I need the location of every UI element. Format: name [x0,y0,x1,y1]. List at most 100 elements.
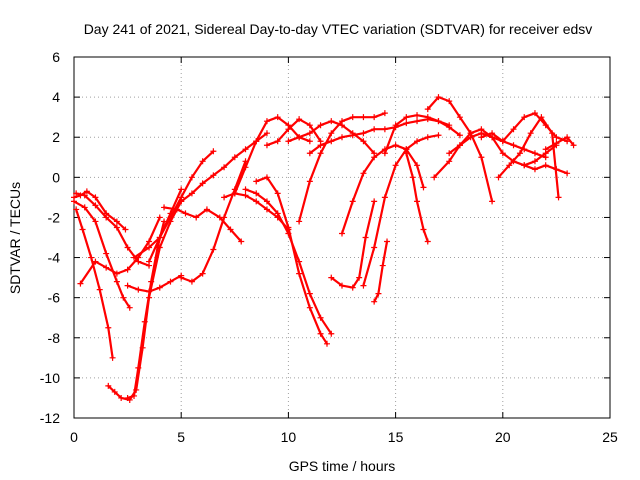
data-point [193,214,200,221]
data-point [339,134,345,141]
chart-title: Day 241 of 2021, Sidereal Day-to-day VTE… [84,21,593,37]
data-point [167,278,174,285]
data-point [420,184,427,191]
data-point [96,286,103,293]
series-arc-1 [71,198,133,311]
series-arc-33 [521,162,571,177]
y-tick-label: -8 [48,330,61,346]
series-arc-26 [371,238,391,305]
data-point [478,126,485,133]
data-point [379,262,386,269]
data-point [531,110,538,117]
data-point [231,154,238,161]
data-point [323,340,330,347]
data-point [285,126,292,133]
data-point [135,286,142,293]
data-point [156,234,163,241]
data-point [178,274,185,281]
data-point [531,158,538,165]
data-point [210,148,217,155]
data-point [516,150,523,157]
data-point [124,394,131,401]
data-point [113,224,120,231]
data-point [306,130,313,137]
data-point [111,388,118,395]
data-point [146,258,153,265]
data-point [199,270,206,277]
data-point [456,142,463,149]
data-point [403,120,410,127]
series-line [255,176,329,345]
data-point [446,98,453,105]
data-point [328,330,335,337]
data-point [349,132,356,139]
data-point [306,290,313,297]
series-arc-5 [77,214,163,287]
data-point [103,250,110,257]
y-tick-label: 6 [52,49,60,65]
data-point [146,238,153,245]
data-point [135,364,142,371]
data-point [88,254,95,261]
data-point [263,198,270,205]
data-point [510,126,517,133]
y-tick-label: -10 [40,370,60,386]
data-point [306,138,313,145]
data-point [328,118,335,125]
data-point [542,146,549,153]
series-arc-19 [285,118,378,157]
data-point [103,210,110,217]
data-point [521,162,528,169]
series-line [74,208,114,359]
data-point [362,234,369,241]
series-arc-15 [231,114,313,197]
data-point [489,198,496,205]
data-point [435,132,442,139]
data-point [73,190,80,197]
data-point [456,114,463,121]
data-point [103,264,110,271]
y-tick-label: -4 [48,250,61,266]
data-point [446,122,453,129]
y-tick-label: -2 [48,209,61,225]
data-point [506,162,513,169]
data-point [263,142,270,149]
data-point [527,130,534,137]
data-point [156,214,163,221]
data-point [384,238,391,245]
data-point [167,210,174,217]
series-line [330,200,376,289]
series-arc-18 [263,116,324,149]
data-point [263,118,270,125]
series-line [373,240,389,303]
data-point [371,154,378,161]
series-arc-2 [73,206,116,361]
data-point [414,138,421,145]
data-point [375,290,382,297]
data-point [564,170,571,177]
data-point [360,170,367,177]
data-point [188,174,195,181]
data-point [339,282,345,289]
data-point [77,192,84,199]
data-point [306,178,313,185]
series-arc-23 [339,142,427,237]
data-point [253,178,260,185]
data-point [317,150,324,157]
data-point [420,226,427,233]
series-line [132,150,215,259]
data-point [71,194,77,201]
data-point [499,138,506,145]
data-point [210,172,217,179]
data-point [131,254,138,261]
data-point [221,214,228,221]
y-tick-label: 4 [52,89,60,105]
data-point [538,114,545,121]
data-point [161,204,168,211]
data-point [349,284,356,291]
data-point [371,198,378,205]
data-point [499,150,506,157]
data-point [553,134,560,141]
data-point [414,118,421,125]
